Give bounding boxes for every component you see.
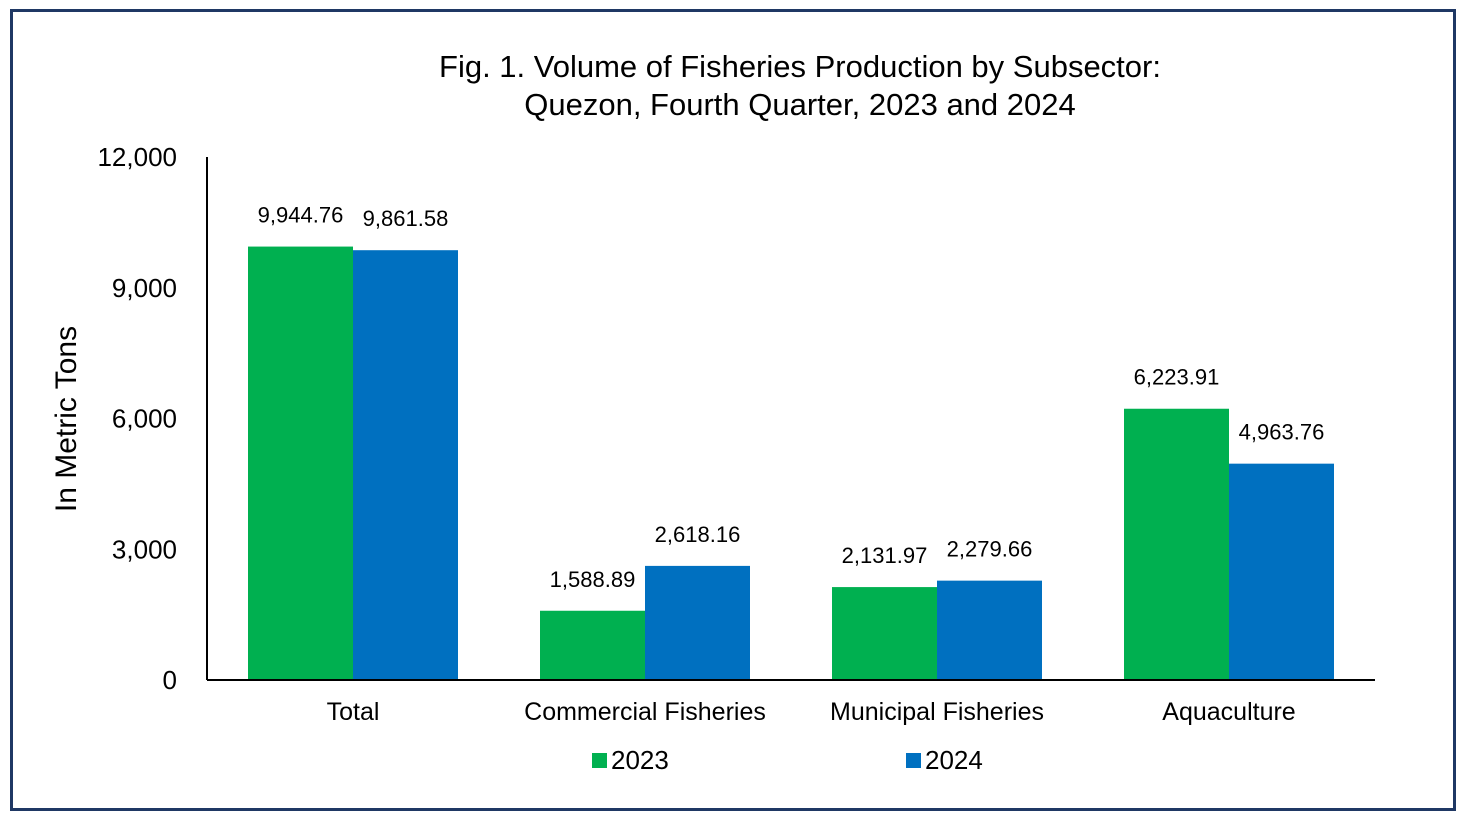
- data-label-2023-3: 6,223.91: [1134, 365, 1220, 390]
- chart-title-line2: Quezon, Fourth Quarter, 2023 and 2024: [524, 87, 1076, 122]
- data-label-2024-3: 4,963.76: [1239, 420, 1325, 445]
- legend-swatch-2023: [592, 753, 607, 768]
- chart-title: Fig. 1. Volume of Fisheries Production b…: [205, 48, 1395, 124]
- bar-2024-1: [645, 565, 750, 680]
- category-labels: Total Commercial Fisheries Municipal Fishe…: [327, 698, 1296, 726]
- data-label-2024-0: 9,861.58: [363, 206, 449, 231]
- bar-2023-0: [248, 246, 353, 680]
- chart-title-line1: Fig. 1. Volume of Fisheries Production b…: [439, 49, 1161, 84]
- bar-2024-3: [1229, 463, 1334, 680]
- bar-2023-1: [540, 610, 645, 680]
- y-tick-label: 3,000: [112, 534, 177, 564]
- data-label-2023-0: 9,944.76: [258, 203, 344, 228]
- data-label-2023-1: 1,588.89: [550, 567, 636, 592]
- y-tick-label: 6,000: [112, 404, 177, 434]
- bar-2024-0: [353, 250, 458, 681]
- data-label-2023-2: 2,131.97: [842, 543, 928, 568]
- category-label-3: Aquaculture: [1162, 698, 1295, 726]
- category-label-2: Municipal Fisheries: [830, 698, 1044, 726]
- y-axis-ticks: 0 3,000 6,000 9,000 12,000: [97, 142, 177, 695]
- bar-2023-3: [1124, 408, 1229, 680]
- bar-2023-2: [832, 587, 937, 680]
- category-label-1: Commercial Fisheries: [524, 698, 766, 726]
- legend-item-2024: 2024: [906, 745, 983, 776]
- bar-2024-2: [937, 580, 1042, 680]
- y-tick-label: 12,000: [97, 142, 177, 172]
- bars: [248, 246, 1334, 681]
- legend-item-2023: 2023: [592, 745, 669, 776]
- data-label-2024-2: 2,279.66: [947, 537, 1033, 562]
- data-labels: 9,944.76 9,861.58 1,588.89 2,618.16 2,131.97…: [258, 203, 1325, 592]
- legend-label-2024: 2024: [925, 745, 983, 775]
- y-tick-label: 0: [163, 665, 177, 695]
- data-label-2024-1: 2,618.16: [655, 522, 741, 547]
- category-label-0: Total: [327, 698, 380, 726]
- legend-label-2023: 2023: [611, 745, 669, 775]
- legend-swatch-2024: [906, 753, 921, 768]
- y-tick-label: 9,000: [112, 273, 177, 303]
